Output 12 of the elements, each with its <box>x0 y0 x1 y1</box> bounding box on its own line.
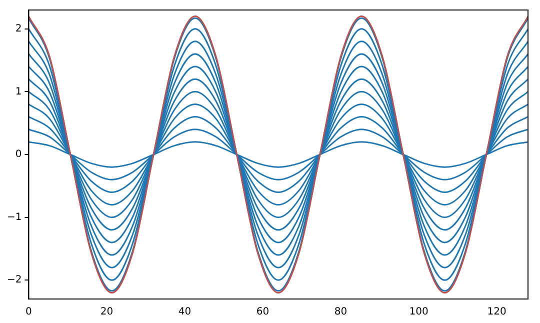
y-tick-label: 0 <box>15 149 22 160</box>
x-tick-label: 100 <box>409 306 428 318</box>
y-tick-label: −2 <box>6 274 22 286</box>
y-tick-label: 2 <box>15 23 22 34</box>
x-tick-label: 60 <box>256 306 270 318</box>
x-tick-label: 40 <box>178 306 192 318</box>
x-tick-label: 80 <box>334 306 348 318</box>
x-tick-label: 120 <box>487 306 506 318</box>
y-tick-label: −1 <box>6 212 22 223</box>
x-tick-label: 20 <box>100 306 114 318</box>
y-tick-label: 1 <box>15 86 22 98</box>
x-tick-label: 0 <box>26 306 32 318</box>
